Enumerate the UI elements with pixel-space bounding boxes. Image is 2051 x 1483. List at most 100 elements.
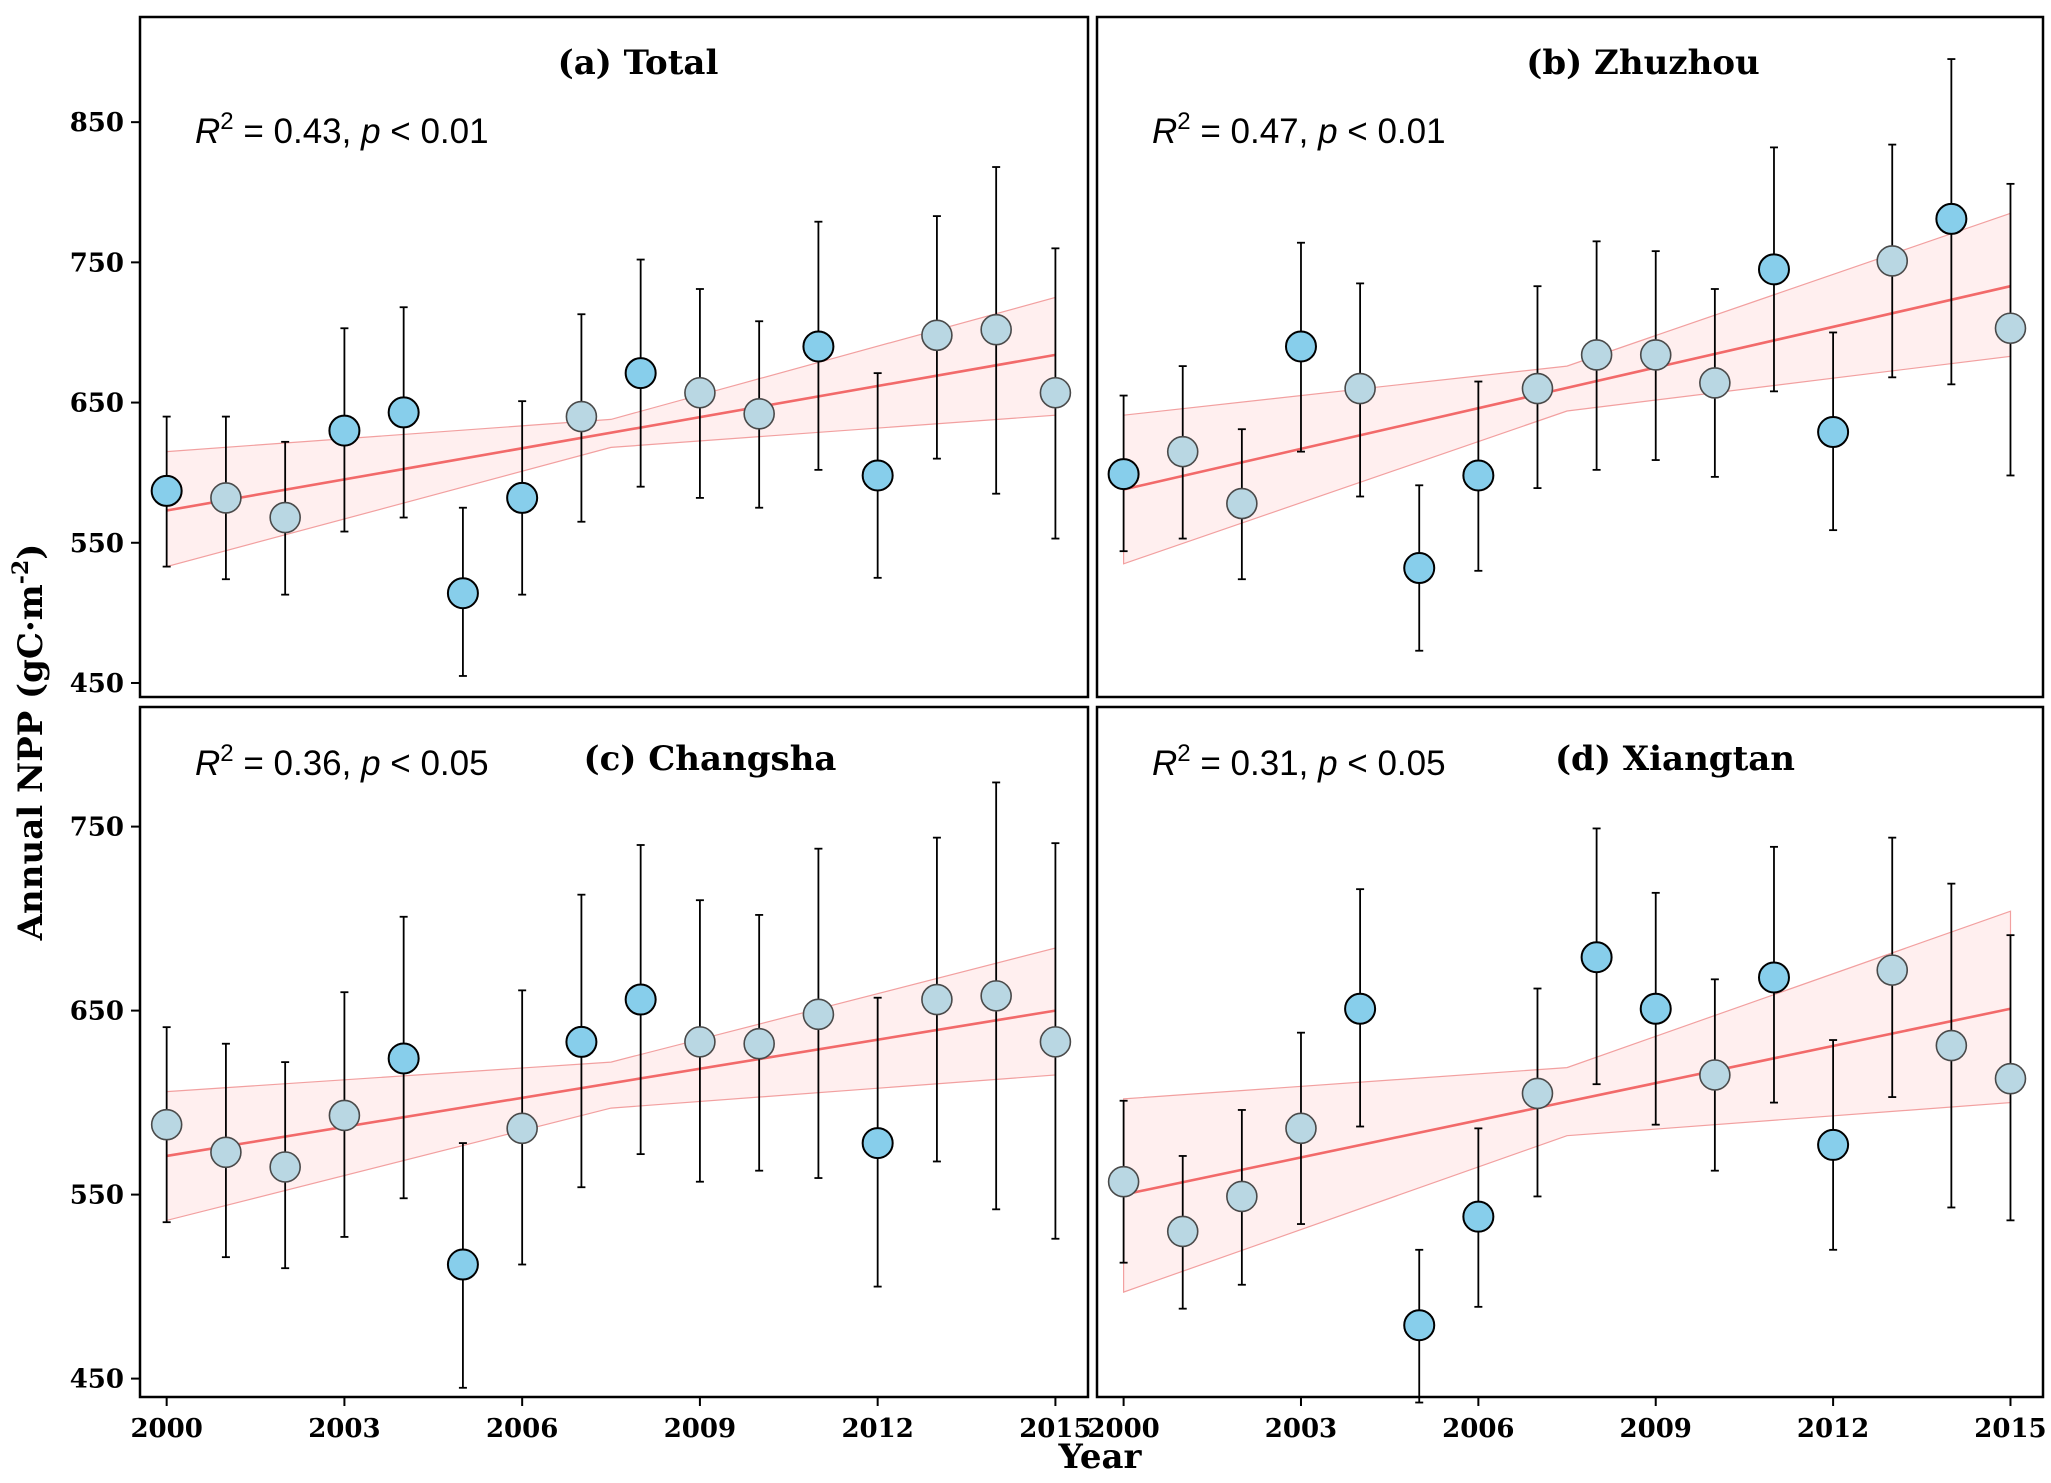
- data-point: [1935, 202, 1968, 235]
- data-point: [684, 1026, 716, 1058]
- stat-r-superscript: 2: [220, 108, 233, 135]
- data-point: [1699, 367, 1731, 399]
- data-point: [1876, 245, 1909, 277]
- data-point: [1580, 941, 1613, 974]
- x-tick-label: 2006: [486, 1414, 558, 1444]
- data-point: [624, 983, 657, 1016]
- x-tick-label: 2015: [1974, 1414, 2046, 1444]
- panel-2: 450 550 650 750 2000 2003 2006 2009 2012 2015 (c) …: [70, 705, 1092, 1444]
- data-point: [1462, 459, 1495, 492]
- stat-r-label: R: [195, 744, 220, 783]
- data-point: [1817, 1128, 1850, 1161]
- panel-1: (b) Zhuzhou R2 = 0.47, p < 0.01: [1095, 15, 2045, 699]
- stat-r-value: = 0.43,: [234, 112, 361, 151]
- data-point: [1226, 1180, 1258, 1213]
- panel-title: (b) Zhuzhou: [1526, 43, 1759, 83]
- data-point: [446, 577, 479, 610]
- data-point: [1039, 376, 1072, 409]
- data-point: [1757, 961, 1790, 994]
- data-point: [1226, 487, 1258, 520]
- data-point: [1403, 552, 1436, 585]
- stat-annotation: R2 = 0.43, p < 0.01: [195, 108, 489, 151]
- data-point: [150, 474, 183, 507]
- data-point: [624, 357, 657, 390]
- y-axis-label-close: ): [11, 544, 51, 560]
- x-tick-label: 2006: [1442, 1414, 1514, 1444]
- data-point: [743, 1027, 775, 1060]
- y-tick-label: 450: [70, 669, 124, 699]
- data-point: [1699, 1059, 1731, 1091]
- data-point: [921, 319, 953, 352]
- stat-p-label: p: [1317, 112, 1337, 151]
- panel-title: (d) Xiangtan: [1555, 739, 1795, 779]
- data-point: [802, 998, 835, 1031]
- data-point: [565, 1025, 598, 1058]
- x-tick-label: 2012: [841, 1414, 913, 1444]
- data-point: [1166, 435, 1199, 468]
- x-tick-label: 2015: [1019, 1414, 1091, 1444]
- data-point: [1039, 1026, 1072, 1058]
- data-point: [743, 397, 775, 430]
- data-point: [210, 482, 242, 514]
- data-point: [1639, 339, 1672, 371]
- data-point: [1994, 1062, 2027, 1095]
- x-tick-label: 2003: [308, 1414, 380, 1444]
- stat-annotation: R2 = 0.36, p < 0.05: [195, 740, 489, 783]
- y-tick-label: 750: [70, 813, 124, 843]
- data-point: [506, 1112, 538, 1145]
- data-point: [210, 1136, 242, 1169]
- data-point: [1521, 1077, 1554, 1110]
- x-tick-label: 2000: [1087, 1414, 1159, 1444]
- x-axis-label: Year: [1058, 1437, 1143, 1477]
- y-tick-label: 850: [70, 108, 124, 138]
- data-point: [1166, 1215, 1199, 1248]
- y-tick-label: 650: [70, 389, 124, 419]
- data-point: [1462, 1200, 1495, 1233]
- y-axis-label-superscript: -2: [8, 560, 34, 584]
- data-point: [1935, 1029, 1968, 1062]
- data-point: [980, 980, 1012, 1012]
- stat-p-value: < 0.05: [1338, 744, 1446, 783]
- data-point: [1285, 1112, 1317, 1145]
- y-tick-label: 650: [70, 997, 124, 1027]
- stat-p-value: < 0.05: [381, 744, 489, 783]
- panel-frame: [1095, 705, 2045, 1399]
- data-point: [1344, 992, 1377, 1025]
- data-point: [802, 330, 835, 363]
- data-point: [1994, 312, 2027, 345]
- stat-r-value: = 0.31,: [1191, 744, 1318, 783]
- panel-title: (a) Total: [558, 43, 719, 83]
- stat-annotation: R2 = 0.47, p < 0.01: [1152, 108, 1446, 151]
- panel-3: 2000 2003 2006 2009 2012 2015 (d) Xiangtan R2 =…: [1087, 705, 2047, 1444]
- stat-r-label: R: [1152, 744, 1177, 783]
- data-point: [1284, 330, 1317, 363]
- panel-frame: [138, 15, 1090, 699]
- data-point: [1107, 458, 1140, 491]
- stat-r-label: R: [195, 112, 220, 151]
- stat-r-superscript: 2: [220, 740, 233, 767]
- stat-p-label: p: [1317, 744, 1337, 783]
- data-point: [684, 376, 716, 409]
- panel-frame: [138, 705, 1090, 1399]
- data-point: [1876, 954, 1909, 986]
- y-axis-label: Annual NPP (gC·m-2): [8, 544, 51, 942]
- stat-r-label: R: [1152, 112, 1177, 151]
- y-tick-label: 450: [70, 1365, 124, 1395]
- stat-r-value: = 0.47,: [1191, 112, 1318, 151]
- data-point: [1344, 372, 1376, 405]
- y-tick-label: 550: [70, 1181, 124, 1211]
- data-point: [980, 313, 1012, 346]
- trend-line: [1123, 284, 2011, 491]
- x-tick-label: 2009: [1620, 1414, 1692, 1444]
- data-point: [328, 414, 361, 447]
- stat-r-superscript: 2: [1177, 108, 1190, 135]
- data-point: [921, 983, 953, 1016]
- panel-title: (c) Changsha: [584, 739, 837, 779]
- stat-p-value: < 0.01: [1338, 112, 1446, 151]
- panel-0: 450 550 650 750 850 (a) Total R2 = 0.43, p < 0…: [70, 15, 1090, 699]
- stat-r-superscript: 2: [1177, 740, 1190, 767]
- stat-r-value: = 0.36,: [234, 744, 361, 783]
- trend-line: [1123, 1007, 2011, 1196]
